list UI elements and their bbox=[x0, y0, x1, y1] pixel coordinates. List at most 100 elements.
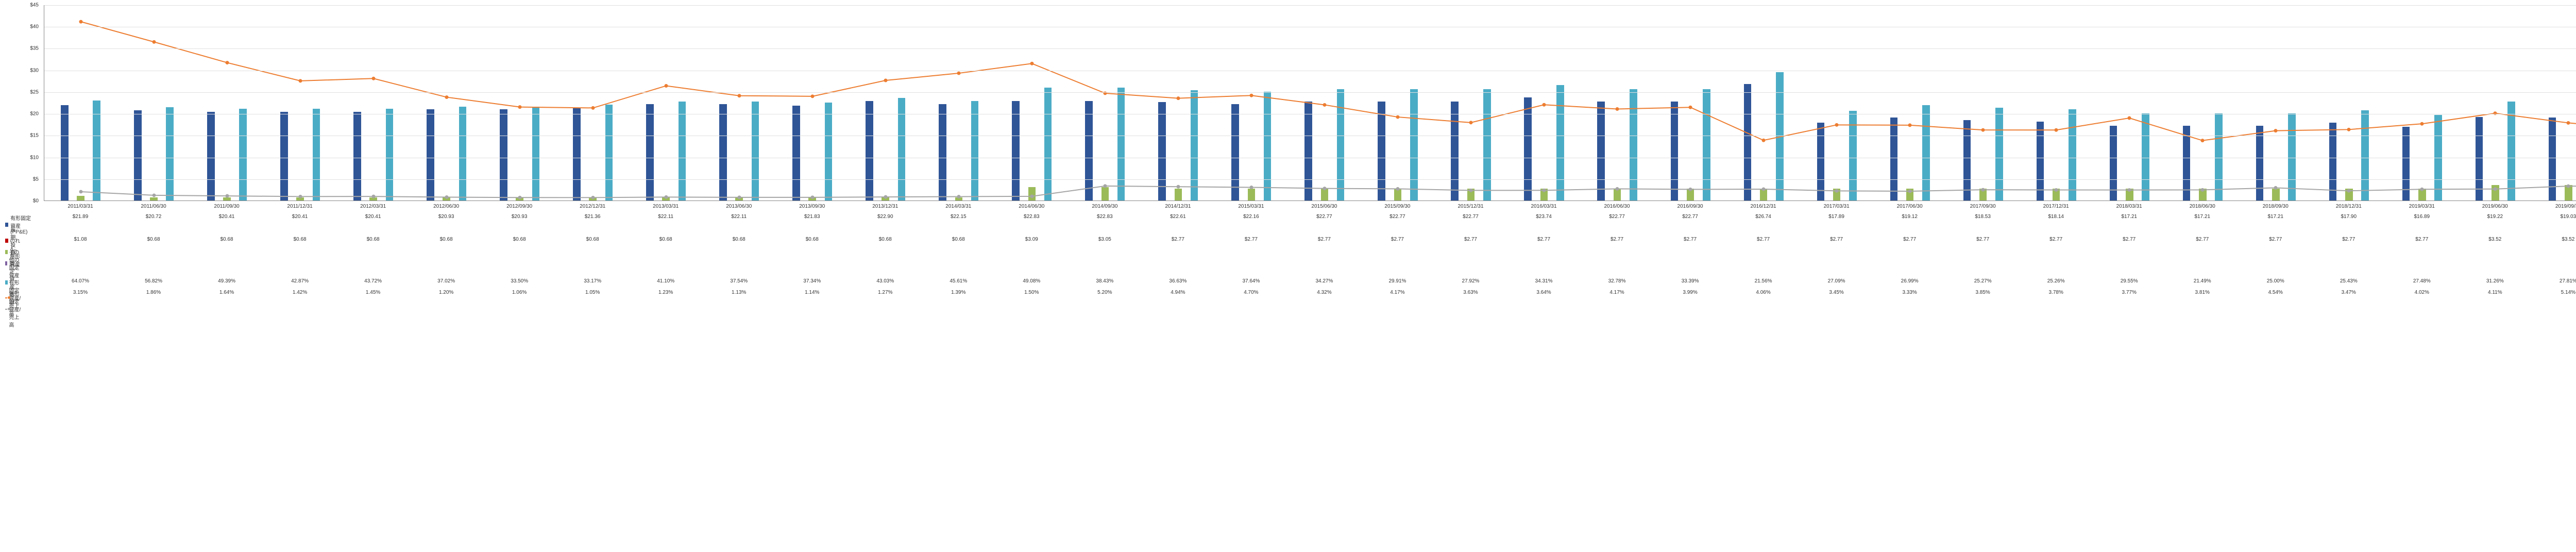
chart-container: { "chart": { "type": "bar-line-combo", "… bbox=[0, 0, 2576, 552]
table-cell: 49.39% bbox=[190, 278, 263, 284]
table-cell: 37.64% bbox=[1214, 278, 1287, 284]
line-marker bbox=[1104, 184, 1107, 188]
line-marker bbox=[2494, 187, 2497, 191]
x-label: 2013/03/31 bbox=[653, 204, 679, 209]
x-label: 2015/12/31 bbox=[1458, 204, 1483, 209]
table-cell: $3.05 bbox=[1068, 237, 1141, 242]
x-label: 2018/12/31 bbox=[2336, 204, 2362, 209]
line-marker bbox=[79, 20, 83, 24]
table-cell: $19.22 bbox=[2459, 214, 2532, 220]
table-cell: 3.63% bbox=[1434, 290, 1507, 295]
line-marker bbox=[1908, 123, 1912, 127]
y-left-tick: $15 bbox=[30, 133, 39, 139]
table-cell: $22.15 bbox=[922, 214, 995, 220]
table-cell: 1.20% bbox=[410, 290, 483, 295]
table-cell: $20.93 bbox=[483, 214, 556, 220]
line-marker bbox=[2494, 111, 2497, 115]
table-cell: 1.13% bbox=[702, 290, 775, 295]
line-marker bbox=[2347, 128, 2351, 131]
line-marker bbox=[2420, 188, 2424, 191]
line-marker bbox=[226, 194, 229, 198]
table-cell: $0.68 bbox=[117, 237, 190, 242]
table-cell: 1.86% bbox=[117, 290, 190, 295]
x-label: 2018/03/31 bbox=[2116, 204, 2142, 209]
table-cell: 64.07% bbox=[44, 278, 117, 284]
line-marker bbox=[957, 72, 961, 75]
line-marker bbox=[2055, 128, 2058, 132]
line-marker bbox=[372, 195, 376, 198]
line-marker bbox=[1981, 188, 1985, 192]
line-marker bbox=[1762, 188, 1766, 191]
table-cell: 1.23% bbox=[629, 290, 702, 295]
table-cell: 3.77% bbox=[2093, 290, 2166, 295]
table-cell: 45.61% bbox=[922, 278, 995, 284]
table-cell: 33.50% bbox=[483, 278, 556, 284]
table-cell: $17.21 bbox=[2093, 214, 2166, 220]
table-cell: $2.77 bbox=[1434, 237, 1507, 242]
table-cell: $18.14 bbox=[2020, 214, 2093, 220]
x-axis-labels: 2011/03/312011/06/302011/09/302011/12/31… bbox=[44, 204, 2576, 211]
table-cell: 3.45% bbox=[1800, 290, 1873, 295]
table-cell: $17.21 bbox=[2166, 214, 2239, 220]
line-marker bbox=[518, 196, 522, 199]
x-label: 2013/09/30 bbox=[799, 204, 825, 209]
x-label: 2015/06/30 bbox=[1311, 204, 1337, 209]
table-cell: $21.36 bbox=[556, 214, 629, 220]
line-marker bbox=[2567, 121, 2570, 125]
x-label: 2019/03/31 bbox=[2409, 204, 2435, 209]
line-marker bbox=[2274, 186, 2278, 190]
legend-swatch bbox=[5, 309, 7, 310]
table-cell: $20.41 bbox=[190, 214, 263, 220]
table-cell: $2.77 bbox=[1654, 237, 1727, 242]
line-marker bbox=[665, 195, 668, 199]
table-cell: $0.68 bbox=[483, 237, 556, 242]
table-cell: 1.27% bbox=[849, 290, 922, 295]
table-cell: $22.11 bbox=[629, 214, 702, 220]
legend-label: 無形固定資産/売上高 bbox=[9, 290, 21, 328]
line-marker bbox=[1469, 121, 1473, 124]
table-cell: 27.48% bbox=[2385, 278, 2459, 284]
x-label: 2012/06/30 bbox=[433, 204, 459, 209]
x-label: 2012/03/31 bbox=[360, 204, 386, 209]
line-marker bbox=[1469, 189, 1473, 192]
x-label: 2016/12/31 bbox=[1751, 204, 1776, 209]
line-marker bbox=[1762, 139, 1766, 142]
table-cell: $0.68 bbox=[629, 237, 702, 242]
line-marker bbox=[2128, 188, 2131, 192]
line-marker bbox=[445, 95, 449, 99]
line-marker bbox=[1177, 96, 1180, 100]
line-marker bbox=[2420, 122, 2424, 126]
line-marker bbox=[1835, 189, 1839, 193]
y-left-tick: $35 bbox=[30, 46, 39, 52]
table-cell: 26.99% bbox=[1873, 278, 1946, 284]
x-label: 2018/09/30 bbox=[2263, 204, 2289, 209]
y-left-tick: $10 bbox=[30, 155, 39, 160]
table-cell: $23.74 bbox=[1507, 214, 1581, 220]
line-marker bbox=[226, 61, 229, 64]
table-cell: $0.68 bbox=[190, 237, 263, 242]
table-cell: 4.06% bbox=[1727, 290, 1800, 295]
line-marker bbox=[1981, 128, 1985, 132]
table-cell: $22.77 bbox=[1434, 214, 1507, 220]
y-left-tick: $5 bbox=[33, 176, 39, 182]
x-label: 2011/12/31 bbox=[287, 204, 312, 209]
table-cell: $17.89 bbox=[1800, 214, 1873, 220]
table-cell: $18.53 bbox=[1946, 214, 2020, 220]
table-cell: 56.82% bbox=[117, 278, 190, 284]
line-marker bbox=[299, 79, 302, 82]
table-cell: $17.21 bbox=[2239, 214, 2312, 220]
line-marker bbox=[811, 195, 815, 199]
line-marker bbox=[2274, 129, 2278, 132]
y-left-tick: $45 bbox=[30, 3, 39, 8]
line-marker bbox=[2128, 116, 2131, 120]
line-marker bbox=[1323, 187, 1327, 190]
line-marker bbox=[152, 193, 156, 197]
table-cell: 4.11% bbox=[2459, 290, 2532, 295]
line-marker bbox=[152, 40, 156, 44]
table-cell: 3.33% bbox=[1873, 290, 1946, 295]
table-cell: $20.93 bbox=[410, 214, 483, 220]
table-cell: $2.77 bbox=[2239, 237, 2312, 242]
line-marker bbox=[2201, 139, 2205, 142]
table-cell: $21.89 bbox=[44, 214, 117, 220]
line-marker bbox=[1250, 94, 1253, 97]
